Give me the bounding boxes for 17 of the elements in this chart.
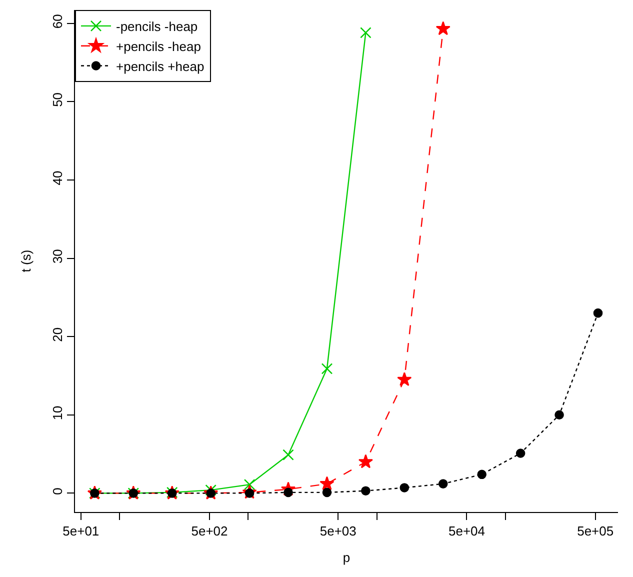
- y-tick-label: 40: [50, 170, 65, 186]
- y-tick-label: 10: [50, 406, 65, 420]
- y-tick-label: 30: [50, 249, 65, 264]
- x-tick-label: 5e+01: [62, 524, 100, 539]
- legend-label: +pencils -heap: [116, 38, 201, 54]
- x-tick-label: 5e+05: [577, 524, 614, 539]
- x-tick-label: 5e+03: [320, 524, 356, 539]
- y-tick-label: 20: [50, 327, 65, 342]
- x-axis-title: p: [342, 550, 350, 566]
- y-tick-label: 0: [50, 488, 65, 495]
- x-tick-label: 5e+04: [448, 524, 485, 539]
- legend-label: +pencils +heap: [116, 58, 204, 74]
- legend-label: -pencils -heap: [116, 19, 198, 34]
- y-tick-label: 60: [50, 14, 65, 29]
- y-tick-label: 50: [50, 92, 65, 107]
- y-axis-title: t (s): [18, 250, 34, 272]
- x-tick-label: 5e+02: [191, 524, 228, 539]
